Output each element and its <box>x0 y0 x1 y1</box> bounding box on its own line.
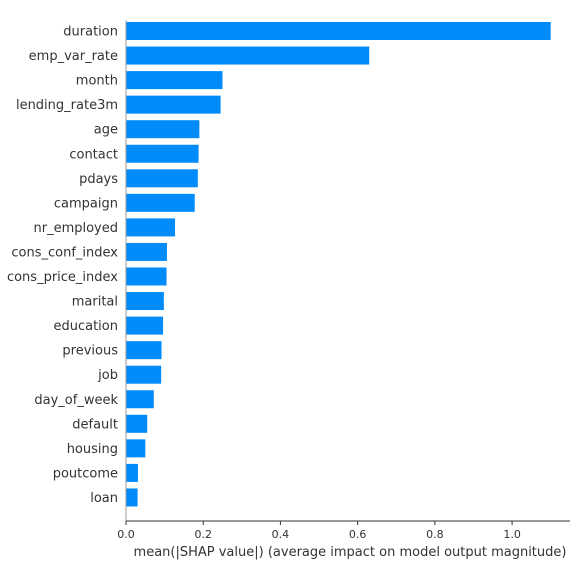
bar-loan <box>126 488 138 507</box>
bar-emp_var_rate <box>126 46 370 65</box>
x-ticks-layer: 0.0 0.2 0.4 0.6 0.8 1.0 <box>117 521 521 541</box>
category-label-nr_employed: nr_employed <box>33 221 118 236</box>
bar-cons_conf_index <box>126 242 167 261</box>
bar-education <box>126 316 164 335</box>
bar-poutcome <box>126 463 138 482</box>
bar-cons_price_index <box>126 267 167 286</box>
bar-pdays <box>126 169 198 188</box>
bar-campaign <box>126 193 195 212</box>
bar-contact <box>126 144 199 163</box>
bar-month <box>126 71 223 90</box>
category-label-previous: previous <box>62 344 118 359</box>
bar-duration <box>126 22 551 40</box>
bar-nr_employed <box>126 218 176 237</box>
bar-default <box>126 414 148 433</box>
category-label-poutcome: poutcome <box>53 466 118 481</box>
x-axis-title: mean(|SHAP value|) (average impact on mo… <box>134 545 567 560</box>
bar-lending_rate3m <box>126 95 221 114</box>
bar-day_of_week <box>126 390 154 409</box>
x-tick-label: 0.2 <box>194 528 212 541</box>
bar-marital <box>126 292 164 311</box>
category-label-month: month <box>76 74 118 89</box>
bar-job <box>126 365 162 384</box>
bars-layer <box>126 22 551 507</box>
category-label-housing: housing <box>67 442 118 457</box>
x-tick-label: 0.8 <box>426 528 444 541</box>
category-label-job: job <box>97 368 118 383</box>
bar-age <box>126 120 200 139</box>
bar-previous <box>126 341 162 360</box>
x-tick-label: 0.6 <box>349 528 367 541</box>
category-label-campaign: campaign <box>54 196 118 211</box>
x-tick-label: 0.4 <box>272 528 290 541</box>
category-label-default: default <box>72 417 118 432</box>
category-label-marital: marital <box>72 295 118 310</box>
category-label-loan: loan <box>90 491 118 506</box>
x-axis <box>125 20 570 522</box>
category-label-contact: contact <box>69 147 118 162</box>
category-label-lending_rate3m: lending_rate3m <box>16 98 118 113</box>
x-tick-label: 0.0 <box>117 528 135 541</box>
category-label-duration: duration <box>63 25 118 40</box>
category-label-cons_price_index: cons_price_index <box>7 270 118 285</box>
category-label-age: age <box>94 123 118 138</box>
category-label-emp_var_rate: emp_var_rate <box>29 49 118 64</box>
category-label-cons_conf_index: cons_conf_index <box>11 245 118 260</box>
x-tick-label: 1.0 <box>503 528 521 541</box>
bar-housing <box>126 439 146 458</box>
category-label-education: education <box>53 319 118 334</box>
category-label-day_of_week: day_of_week <box>34 393 118 408</box>
category-label-pdays: pdays <box>79 172 118 187</box>
